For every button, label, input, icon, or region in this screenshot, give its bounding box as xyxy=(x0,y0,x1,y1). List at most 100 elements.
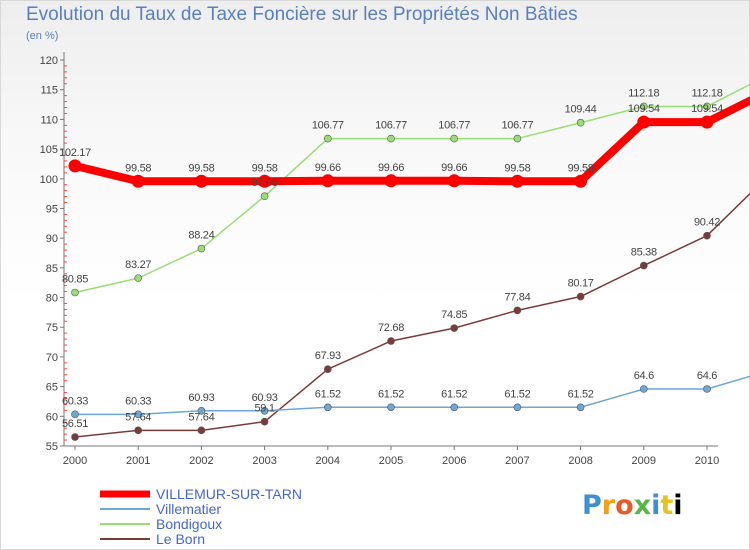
y-tick-label: 115 xyxy=(40,85,58,97)
data-label: 72.68 xyxy=(378,322,404,334)
data-point xyxy=(260,417,269,426)
data-label: 60.93 xyxy=(252,392,278,404)
y-tick-label: 95 xyxy=(46,203,58,215)
data-label: 106.77 xyxy=(375,120,407,132)
data-label: 109.44 xyxy=(565,104,597,116)
chart-subtitle: (en %) xyxy=(26,30,59,42)
legend-label: Villematier xyxy=(156,501,221,517)
y-tick-label: 105 xyxy=(40,144,58,156)
x-tick-label: 2001 xyxy=(126,455,150,467)
legend-label: Bondigoux xyxy=(156,516,222,532)
data-point xyxy=(131,174,145,188)
data-point xyxy=(197,406,206,415)
data-point xyxy=(513,403,522,412)
x-tick-label: 2008 xyxy=(568,455,592,467)
data-point xyxy=(447,174,461,188)
data-point xyxy=(323,403,332,412)
data-label: 60.33 xyxy=(62,395,88,407)
data-label: 60.33 xyxy=(125,395,151,407)
y-tick-label: 100 xyxy=(40,174,58,186)
series-bondigoux xyxy=(71,83,750,297)
legend-label: Le Born xyxy=(156,531,205,547)
y-tick-label: 80 xyxy=(46,293,58,305)
data-label: 99.66 xyxy=(441,162,467,174)
data-point xyxy=(134,274,142,282)
data-point xyxy=(576,403,585,412)
data-point xyxy=(703,102,711,111)
x-tick-label: 2005 xyxy=(379,455,403,467)
data-point xyxy=(703,385,711,393)
y-tick-label: 55 xyxy=(46,441,58,453)
data-label: 99.58 xyxy=(504,162,530,174)
data-label: 102.17 xyxy=(59,147,91,159)
data-label: 88.24 xyxy=(188,230,214,242)
data-point xyxy=(703,231,711,240)
data-label: 99.58 xyxy=(252,162,278,174)
data-point xyxy=(260,406,269,415)
data-point xyxy=(637,115,651,129)
data-label: 83.27 xyxy=(125,259,151,271)
data-point xyxy=(700,115,714,129)
data-point xyxy=(71,433,79,441)
x-tick-label: 2007 xyxy=(505,455,529,467)
data-point xyxy=(639,102,648,111)
data-label: 90.42 xyxy=(694,217,720,229)
data-label: 60.93 xyxy=(188,392,214,404)
x-tick-label: 2000 xyxy=(63,455,87,467)
data-label: 61.52 xyxy=(504,388,530,400)
data-label: 74.85 xyxy=(441,309,467,321)
data-label: 57.64 xyxy=(188,411,214,423)
data-label: 99.66 xyxy=(378,162,404,174)
x-tick-label: 2006 xyxy=(442,455,466,467)
y-tick-label: 110 xyxy=(40,114,58,126)
x-tick-label: 2003 xyxy=(252,455,276,467)
x-tick-label: 2010 xyxy=(695,455,719,467)
data-label: 61.52 xyxy=(441,388,467,400)
data-point xyxy=(574,174,588,188)
data-label: 61.52 xyxy=(568,388,594,400)
data-point xyxy=(384,174,398,188)
data-point xyxy=(197,244,206,253)
series-villemur-sur-tarn xyxy=(68,96,750,188)
y-tick-label: 75 xyxy=(46,322,58,334)
data-point xyxy=(258,174,272,188)
data-label: 99.58 xyxy=(188,162,214,174)
data-label: 64.6 xyxy=(697,370,717,382)
data-label: 85.38 xyxy=(631,247,657,259)
data-point xyxy=(194,174,208,188)
y-tick-label: 70 xyxy=(46,352,58,364)
data-point xyxy=(321,174,335,188)
y-tick-label: 85 xyxy=(46,263,58,275)
y-tick-label: 60 xyxy=(46,411,58,423)
data-point xyxy=(576,118,585,127)
data-point xyxy=(639,261,648,270)
data-point xyxy=(71,410,79,419)
data-point xyxy=(323,134,332,143)
data-point xyxy=(450,134,459,143)
data-label: 80.85 xyxy=(62,273,88,285)
x-tick-label: 2002 xyxy=(189,455,213,467)
data-point xyxy=(387,337,395,345)
data-point xyxy=(576,292,585,301)
data-point xyxy=(387,134,395,143)
data-label: 106.77 xyxy=(501,120,533,132)
data-label: 57.64 xyxy=(125,411,151,423)
data-point xyxy=(450,403,459,412)
x-tick-label: 2004 xyxy=(316,455,340,467)
data-label: 64.6 xyxy=(634,370,654,382)
data-point xyxy=(639,385,648,393)
legend-label: VILLEMUR-SUR-TARN xyxy=(156,486,302,502)
data-point xyxy=(134,410,142,419)
data-label: 106.77 xyxy=(312,120,344,132)
data-point xyxy=(513,306,522,315)
data-point xyxy=(323,365,332,374)
x-tick-label: 2009 xyxy=(632,455,656,467)
data-label: 61.52 xyxy=(315,388,341,400)
data-label: 109.54 xyxy=(691,103,723,115)
data-label: 59.1 xyxy=(254,403,274,415)
data-point xyxy=(68,159,82,173)
proxiti-logo: Proxiti xyxy=(582,490,683,521)
series-villematier xyxy=(71,375,750,419)
y-tick-label: 120 xyxy=(40,55,58,67)
